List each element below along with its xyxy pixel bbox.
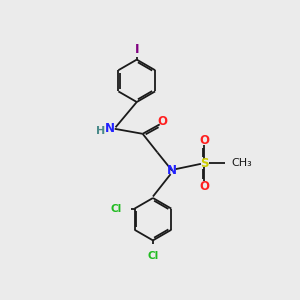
Text: CH₃: CH₃: [232, 158, 252, 168]
Text: Cl: Cl: [147, 251, 159, 261]
Text: S: S: [200, 157, 209, 170]
Text: H: H: [96, 126, 106, 136]
Text: N: N: [105, 122, 115, 135]
Text: O: O: [158, 115, 168, 128]
Text: N: N: [167, 164, 177, 177]
Text: O: O: [200, 134, 209, 147]
Text: O: O: [200, 180, 209, 193]
Text: Cl: Cl: [111, 204, 122, 214]
Text: I: I: [134, 43, 139, 56]
